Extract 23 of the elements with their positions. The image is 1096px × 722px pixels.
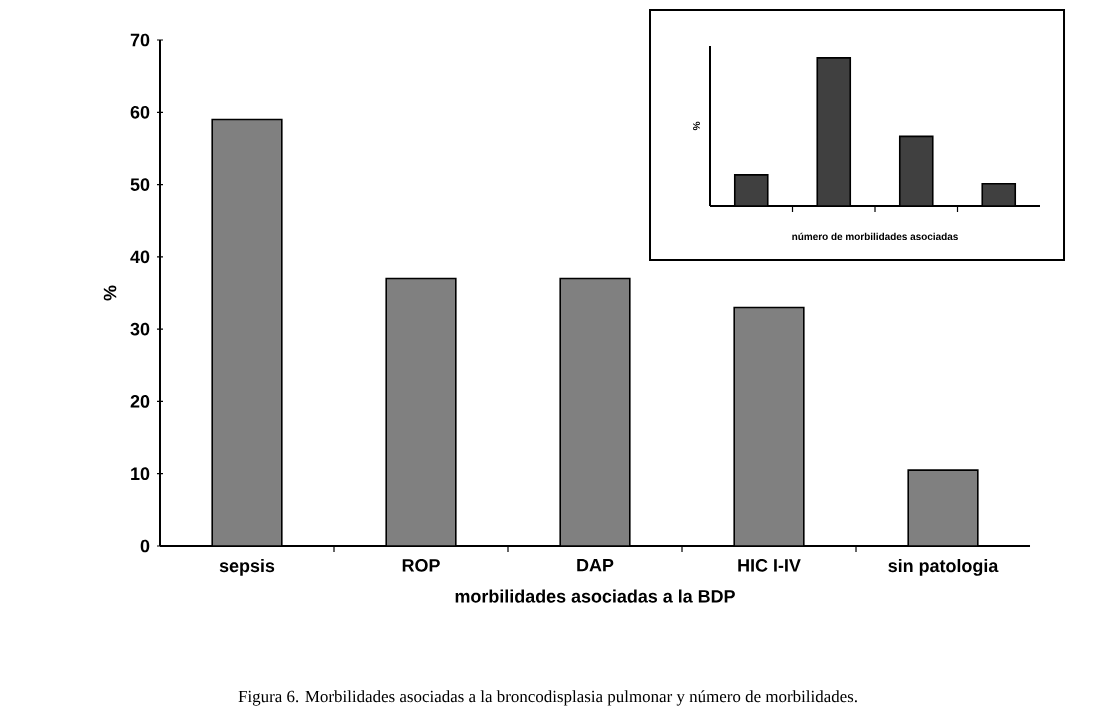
bar [733,306,805,546]
text: Figura 6. Morbilidades asociadas a la broncodisplasia pulmonar y número de morbilidades. [238,690,857,706]
y-tick-label: 40 [130,250,150,264]
y-tick-label: 70 [130,33,150,47]
bar [898,135,934,206]
x-tick-label: sin patologia [888,559,999,576]
bar [907,469,979,546]
y-tick-label: 0 [140,539,150,553]
y-tick-label: 60 [130,105,150,119]
y-tick-label: 20 [130,395,150,408]
y-axis-title: % [103,285,117,301]
bar [816,57,852,206]
y-tick-label: 10 [131,467,150,481]
bar [385,277,457,546]
x-tick-label: sepsis [219,559,275,576]
bar [211,118,283,546]
x-axis-title: morbilidades asociadas a la BDP [455,589,735,603]
y-tick-label: 30 [130,322,150,336]
x-tick-label: HIC I-IV [738,559,801,572]
x-tick-label: ROP [402,559,440,572]
x-tick-label: DAP [577,559,614,572]
bar [559,277,631,546]
y-tick-label: 50 [130,178,150,191]
